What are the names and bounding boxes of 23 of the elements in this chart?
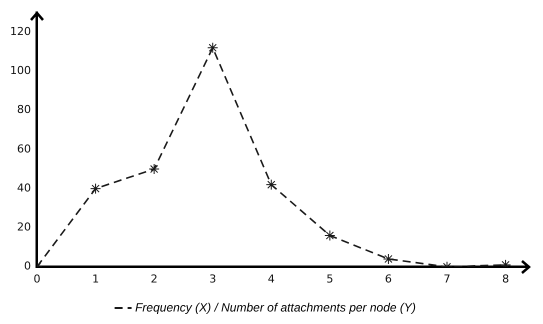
x-tick-label: 7 bbox=[444, 272, 450, 286]
point bbox=[90, 183, 102, 194]
y-tick-label: 0 bbox=[24, 260, 31, 273]
y-tick-label: 80 bbox=[16, 103, 31, 116]
x-tick-label: 3 bbox=[209, 272, 216, 286]
x-tick-label: 5 bbox=[326, 272, 334, 286]
legend-label: Frequency (X) / Number of attachments per node (Y) bbox=[135, 300, 416, 314]
point bbox=[266, 179, 277, 190]
point bbox=[148, 164, 160, 175]
x-tick-label: 2 bbox=[150, 272, 158, 286]
x-tick-label: 0 bbox=[33, 272, 40, 286]
y-tick-label: 60 bbox=[16, 142, 31, 156]
point bbox=[324, 230, 336, 242]
point bbox=[382, 253, 394, 264]
x-tick-label: 6 bbox=[384, 272, 392, 286]
x-tick-label: 8 bbox=[502, 272, 510, 286]
point bbox=[207, 42, 218, 54]
x-tick-label: 1 bbox=[92, 272, 100, 286]
x-tick-label: 4 bbox=[268, 272, 275, 286]
y-tick-label: 100 bbox=[10, 64, 31, 78]
y-tick-label: 120 bbox=[10, 25, 31, 38]
y-tick-label: 40 bbox=[16, 181, 31, 194]
y-tick-label: 20 bbox=[16, 220, 31, 234]
